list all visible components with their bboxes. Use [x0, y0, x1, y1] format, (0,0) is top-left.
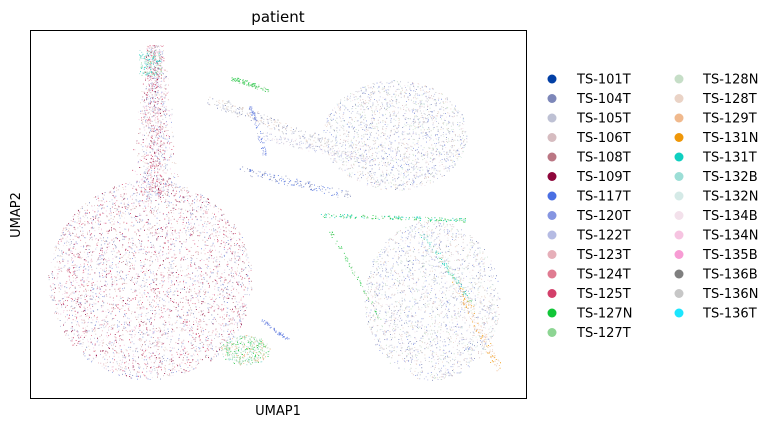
- scatter-points: [48, 45, 501, 381]
- legend-marker-ts-136b: [675, 270, 684, 279]
- legend-label-ts-128t: TS-128T: [702, 92, 757, 107]
- points-ts-131t: [139, 53, 468, 296]
- x-axis-label: UMAP1: [255, 404, 301, 419]
- scatter-point-path: [52, 45, 247, 377]
- points-ts-132n: [323, 86, 498, 380]
- legend-label-ts-131n: TS-131N: [702, 131, 758, 146]
- legend-marker-ts-129t: [675, 114, 684, 123]
- scatter-point-path: [48, 46, 252, 379]
- scatter-point-path: [55, 46, 501, 379]
- legend-marker-ts-127t: [548, 328, 557, 337]
- legend-marker-ts-136t: [675, 309, 684, 318]
- legend-marker-ts-101t: [548, 75, 557, 84]
- legend-label-ts-128n: TS-128N: [702, 73, 758, 88]
- scatter-point-path: [49, 46, 498, 381]
- legend-label-ts-127t: TS-127T: [576, 326, 631, 341]
- legend-label-ts-131t: TS-131T: [702, 151, 757, 166]
- legend-label-ts-106t: TS-106T: [576, 131, 631, 146]
- legend-label-ts-105t: TS-105T: [576, 112, 631, 127]
- points-ts-106t: [54, 45, 499, 378]
- legend-label-ts-127n: TS-127N: [576, 307, 632, 322]
- legend-marker-ts-125t: [548, 289, 557, 298]
- scatter-point-path: [323, 86, 498, 380]
- scatter-point-path: [139, 50, 472, 365]
- scatter-point-path: [208, 82, 497, 380]
- points-ts-104t: [49, 46, 498, 381]
- legend-label-ts-135b: TS-135B: [702, 248, 758, 263]
- legend-marker-ts-132b: [675, 172, 684, 181]
- legend: TS-101T TS-104T TS-105T TS-106T TS-108T TS-10…: [548, 73, 759, 342]
- points-ts-108t: [48, 46, 252, 379]
- legend-label-ts-136t: TS-136T: [702, 307, 757, 322]
- legend-label-ts-129t: TS-129T: [702, 112, 757, 127]
- legend-label-ts-125t: TS-125T: [576, 287, 631, 302]
- legend-label-ts-132b: TS-132B: [702, 170, 758, 185]
- legend-label-ts-123t: TS-123T: [576, 248, 631, 263]
- legend-marker-ts-132n: [675, 192, 684, 201]
- points-ts-128t: [55, 46, 501, 379]
- scatter-point-path: [140, 50, 472, 365]
- legend-marker-ts-134b: [675, 211, 684, 220]
- legend-marker-ts-122t: [548, 231, 557, 240]
- legend-marker-ts-136n: [675, 289, 684, 298]
- legend-label-ts-132n: TS-132N: [702, 190, 758, 205]
- plot-area: [31, 31, 527, 399]
- legend-label-ts-109t: TS-109T: [576, 170, 631, 185]
- legend-marker-ts-117t: [548, 192, 557, 201]
- legend-marker-ts-128t: [675, 94, 684, 103]
- scatter-point-path: [51, 46, 496, 381]
- legend-marker-ts-124t: [548, 270, 557, 279]
- legend-marker-ts-109t: [548, 172, 557, 181]
- legend-label-ts-104t: TS-104T: [576, 92, 631, 107]
- points-ts-136n: [208, 82, 497, 380]
- points-ts-109t: [52, 45, 247, 377]
- legend-marker-ts-105t: [548, 114, 557, 123]
- legend-marker-ts-123t: [548, 250, 557, 259]
- legend-label-ts-134b: TS-134B: [702, 209, 758, 224]
- legend-label-ts-134n: TS-134N: [702, 229, 758, 244]
- points-ts-128n: [222, 80, 497, 380]
- scatter-point-path: [222, 80, 497, 380]
- plot-frame: [31, 31, 527, 399]
- points-ts-132b: [139, 50, 472, 365]
- legend-marker-ts-131n: [675, 133, 684, 142]
- legend-label-ts-117t: TS-117T: [576, 190, 631, 205]
- legend-marker-ts-135b: [675, 250, 684, 259]
- legend-marker-ts-134n: [675, 231, 684, 240]
- legend-marker-ts-108t: [548, 153, 557, 162]
- points-ts-122t: [51, 46, 496, 381]
- legend-label-ts-136n: TS-136N: [702, 287, 758, 302]
- legend-label-ts-124t: TS-124T: [576, 268, 631, 283]
- legend-marker-ts-128n: [675, 75, 684, 84]
- legend-label-ts-101t: TS-101T: [576, 73, 631, 88]
- legend-marker-ts-120t: [548, 211, 557, 220]
- legend-marker-ts-104t: [548, 94, 557, 103]
- chart-title: patient: [251, 8, 304, 26]
- legend-label-ts-122t: TS-122T: [576, 229, 631, 244]
- points-ts-127t: [140, 50, 472, 365]
- y-axis-label: UMAP2: [9, 192, 24, 238]
- legend-label-ts-136b: TS-136B: [702, 268, 758, 283]
- legend-marker-ts-127n: [548, 309, 557, 318]
- scatter-point-path: [139, 53, 468, 296]
- legend-label-ts-108t: TS-108T: [576, 151, 631, 166]
- scatter-point-path: [54, 45, 499, 378]
- legend-marker-ts-131t: [675, 153, 684, 162]
- legend-label-ts-120t: TS-120T: [576, 209, 631, 224]
- legend-marker-ts-106t: [548, 133, 557, 142]
